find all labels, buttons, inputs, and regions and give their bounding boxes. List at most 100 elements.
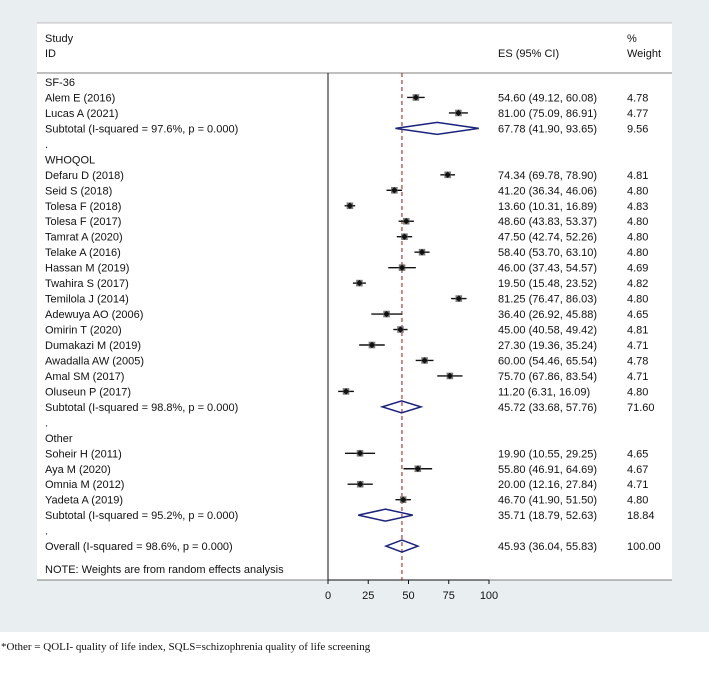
study-label: Alem E (2016)	[45, 92, 115, 104]
study-label: Adewuya AO (2006)	[45, 309, 143, 321]
overall-diamond	[383, 539, 421, 553]
subtotal-weight: 18.84	[627, 510, 655, 522]
study-weight: 4.80	[627, 247, 648, 259]
study-weight: 4.78	[627, 355, 648, 367]
study-weight: 4.65	[627, 309, 648, 321]
study-point-marker	[401, 233, 408, 240]
subtotal-ci-text: 67.78 (41.90, 93.65)	[498, 123, 597, 135]
study-weight: 4.80	[627, 386, 648, 398]
study-label: Aya M (2020)	[45, 464, 111, 476]
study-ci-text: 27.30 (19.36, 35.24)	[498, 340, 597, 352]
study-ci-text: 41.20 (36.34, 46.06)	[498, 185, 597, 197]
study-point-marker	[399, 496, 407, 503]
header-es: ES (95% CI)	[498, 48, 559, 60]
header-id: ID	[45, 48, 56, 60]
study-weight: 4.80	[627, 185, 648, 197]
study-label: Seid S (2018)	[45, 185, 112, 197]
study-point-marker	[357, 481, 364, 488]
study-point-marker	[342, 388, 350, 395]
study-point-marker	[418, 248, 426, 256]
overall-weight: 100.00	[627, 541, 661, 553]
x-tick-label: 50	[402, 590, 414, 602]
study-ci-text: 19.50 (15.48, 23.52)	[498, 278, 597, 290]
study-ci-text: 36.40 (26.92, 45.88)	[498, 309, 597, 321]
header-weight: Weight	[627, 48, 661, 60]
study-label: Amal SM (2017)	[45, 371, 124, 383]
study-weight: 4.71	[627, 371, 648, 383]
study-label: Omnia M (2012)	[45, 479, 124, 491]
study-ci-text: 19.90 (10.55, 29.25)	[498, 448, 597, 460]
study-point-marker	[383, 310, 390, 318]
x-axis: 0 25 50 75 100	[325, 579, 498, 602]
study-label: Telake A (2016)	[45, 247, 121, 259]
study-weight: 4.80	[627, 294, 648, 306]
study-weight: 4.77	[627, 108, 648, 120]
subtotal-diamond	[395, 121, 479, 136]
study-ci-text: 11.20 (6.31, 16.09)	[498, 386, 590, 398]
group-separator-dot: .	[45, 526, 48, 538]
x-tick-label: 25	[362, 590, 374, 602]
group-label: Other	[45, 433, 73, 445]
study-label: Awadalla AW (2005)	[45, 355, 144, 367]
footnote: *Other = QOLI- quality of life index, SQ…	[1, 641, 371, 653]
subtotal-diamond	[379, 400, 424, 414]
study-label: Hassan M (2019)	[45, 263, 129, 275]
group-label: SF-36	[45, 77, 75, 89]
study-weight: 4.71	[627, 340, 648, 352]
subtotal-label: Subtotal (I-squared = 95.2%, p = 0.000)	[45, 510, 238, 522]
study-point-marker	[446, 372, 454, 380]
study-point-marker	[455, 295, 463, 302]
study-weight: 4.67	[627, 464, 648, 476]
subtotal-diamond	[358, 508, 413, 522]
study-label: Yadeta A (2019)	[45, 495, 123, 507]
group-label: WHOQOL	[45, 154, 95, 166]
subtotal-label: Subtotal (I-squared = 97.6%, p = 0.000)	[45, 123, 238, 135]
x-tick-label: 100	[480, 590, 498, 602]
study-point-marker	[414, 465, 422, 472]
study-ci-text: 60.00 (54.46, 65.54)	[498, 355, 597, 367]
study-point-marker	[444, 171, 451, 179]
study-weight: 4.81	[627, 170, 648, 182]
subtotal-weight: 9.56	[627, 123, 648, 135]
study-ci-text: 47.50 (42.74, 52.26)	[498, 232, 597, 244]
x-tick-label: 0	[325, 590, 331, 602]
study-label: Soheir H (2011)	[45, 448, 122, 460]
header-percent: %	[627, 33, 637, 45]
study-ci-text: 58.40 (53.70, 63.10)	[498, 247, 597, 259]
study-ci-text: 74.34 (69.78, 78.90)	[498, 170, 597, 182]
study-ci-text: 20.00 (12.16, 27.84)	[498, 479, 597, 491]
study-ci-text: 13.60 (10.31, 16.89)	[498, 201, 597, 213]
study-point-marker	[398, 264, 406, 271]
study-ci-text: 54.60 (49.12, 60.08)	[498, 92, 597, 104]
subtotal-label: Subtotal (I-squared = 98.8%, p = 0.000)	[45, 402, 238, 414]
study-label: Tolesa F (2017)	[45, 216, 121, 228]
group-separator-dot: .	[45, 417, 48, 429]
study-label: Dumakazi M (2019)	[45, 340, 141, 352]
study-weight: 4.71	[627, 479, 648, 491]
study-ci-text: 48.60 (43.83, 53.37)	[498, 216, 597, 228]
study-label: Tolesa F (2018)	[45, 201, 121, 213]
overall-ci-text: 45.93 (36.04, 55.83)	[498, 541, 597, 553]
study-label: Omirin T (2020)	[45, 325, 122, 337]
study-ci-text: 75.70 (67.86, 83.54)	[498, 371, 597, 383]
study-ci-text: 81.00 (75.09, 86.91)	[498, 108, 597, 120]
study-point-marker	[403, 218, 410, 225]
study-label: Tamrat A (2020)	[45, 232, 123, 244]
forest-plot: Study ID ES (95% CI) % Weight NOTE: Weig…	[37, 22, 672, 602]
study-weight: 4.69	[627, 263, 648, 275]
study-point-marker	[368, 341, 376, 349]
subtotal-weight: 71.60	[627, 402, 655, 414]
study-weight: 4.80	[627, 216, 648, 228]
study-point-marker	[391, 187, 398, 194]
rows-layer: SF-36 Alem E (2016) 54.60 (49.12, 60.08) 4.…	[45, 73, 661, 580]
subtotal-ci-text: 45.72 (33.68, 57.76)	[498, 402, 597, 414]
study-ci-text: 46.70 (41.90, 51.50)	[498, 495, 597, 507]
figure-panel: Study ID ES (95% CI) % Weight NOTE: Weig…	[0, 0, 709, 632]
study-point-marker	[346, 202, 354, 209]
study-weight: 4.80	[627, 232, 648, 244]
group-separator-dot: .	[45, 139, 48, 151]
study-ci-text: 46.00 (37.43, 54.57)	[498, 263, 597, 275]
x-tick-label: 75	[443, 590, 455, 602]
study-point-marker	[421, 357, 428, 364]
study-point-marker	[397, 326, 404, 333]
